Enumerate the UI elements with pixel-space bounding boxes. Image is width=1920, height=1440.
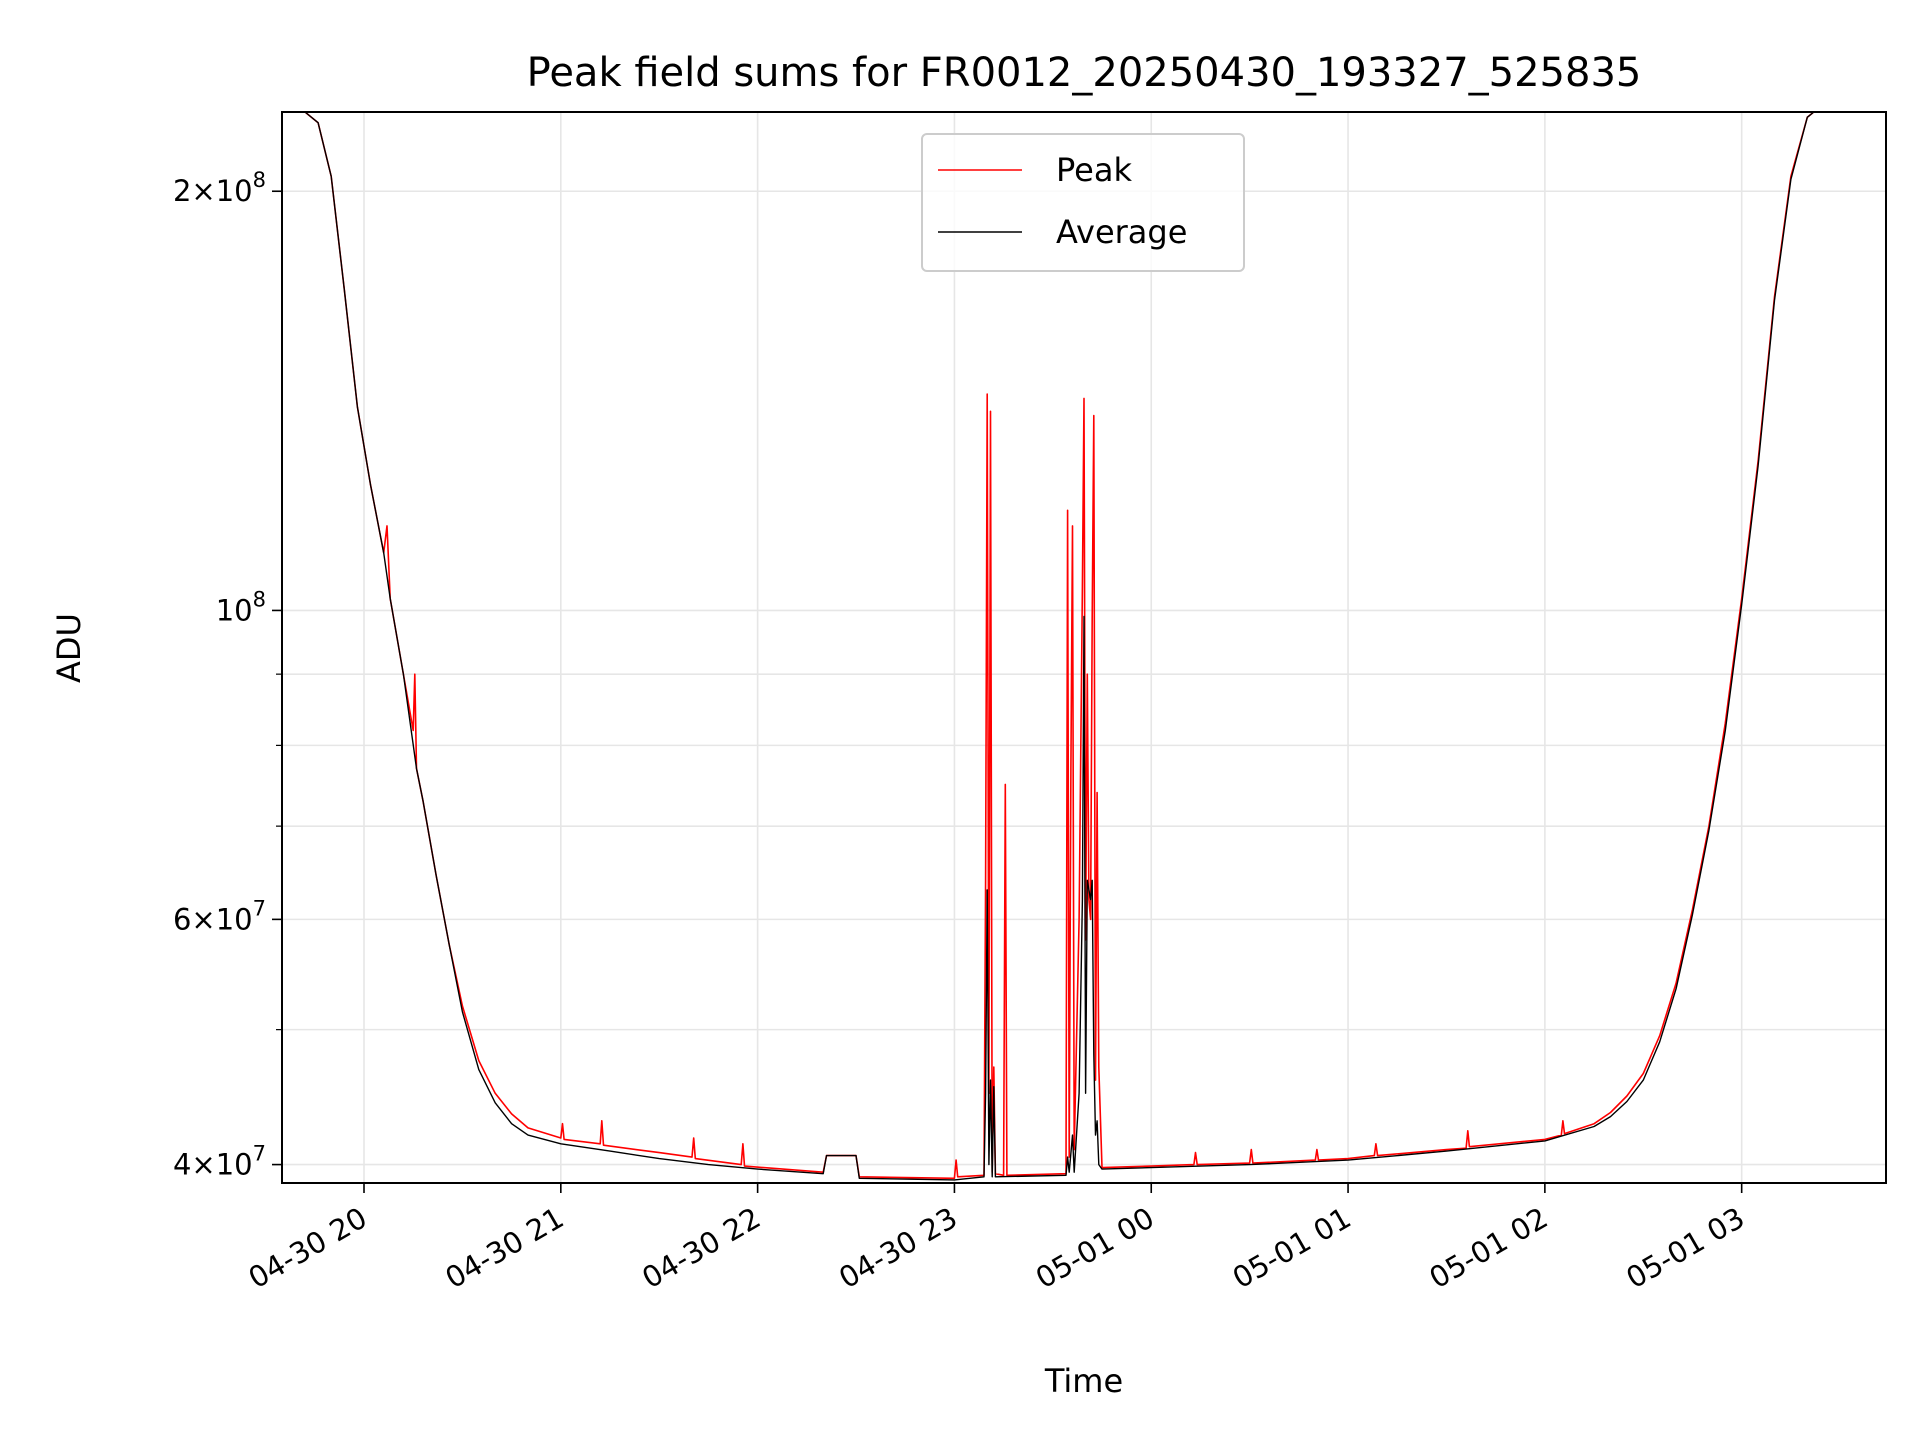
series-line-average bbox=[282, 111, 1886, 1181]
y-tick-label-exponent: 7 bbox=[253, 896, 266, 920]
y-axis-label: ADU bbox=[50, 613, 88, 683]
y-tick-label: 6×107 bbox=[173, 896, 266, 936]
y-tick-label-exponent: 7 bbox=[253, 1142, 266, 1166]
series-line-peak bbox=[282, 111, 1886, 1180]
plot-frame bbox=[281, 111, 1887, 1184]
legend-label-peak: Peak bbox=[1056, 151, 1132, 189]
y-tick-label-base: 4×10 bbox=[173, 1148, 253, 1182]
legend: Peak Average bbox=[921, 133, 1245, 272]
legend-box bbox=[921, 133, 1245, 272]
y-tick-label-base: 10 bbox=[216, 593, 253, 627]
y-tick-label-exponent: 8 bbox=[253, 168, 266, 192]
y-tick-label: 2×108 bbox=[173, 168, 266, 208]
y-tick-label-base: 6×10 bbox=[173, 902, 253, 936]
chart-title: Peak field sums for FR0012_20250430_1933… bbox=[527, 50, 1642, 96]
plot-series bbox=[282, 111, 1886, 1181]
y-tick-label-base: 2×10 bbox=[173, 174, 253, 208]
x-axis-label: Time bbox=[1044, 1362, 1123, 1400]
legend-label-average: Average bbox=[1056, 213, 1187, 251]
y-tick-label-exponent: 8 bbox=[253, 587, 266, 611]
y-tick-label: 108 bbox=[216, 587, 266, 627]
y-tick-label: 4×107 bbox=[173, 1142, 266, 1182]
